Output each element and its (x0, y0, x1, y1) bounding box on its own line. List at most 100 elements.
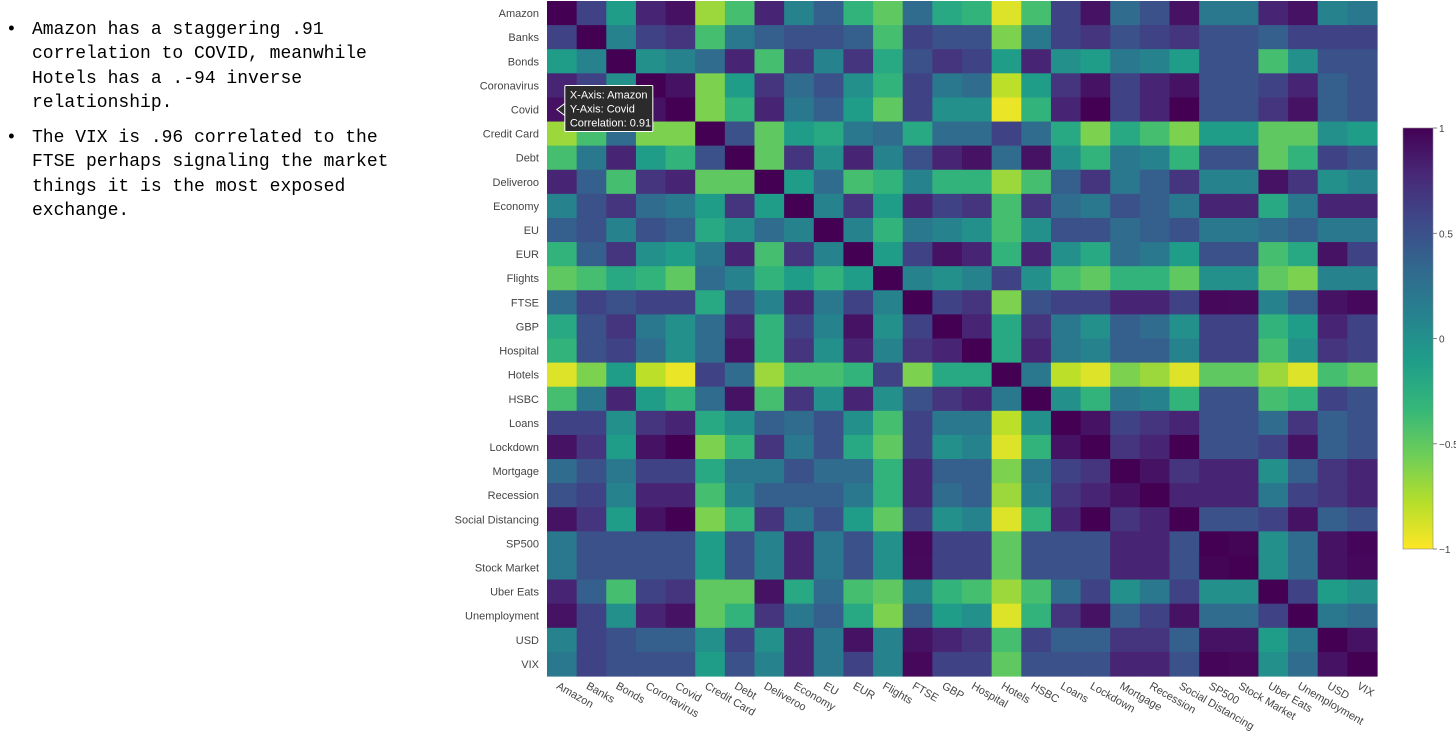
heatmap-cell[interactable] (1347, 290, 1378, 315)
heatmap-cell[interactable] (1080, 555, 1111, 581)
heatmap-cell[interactable] (873, 121, 904, 147)
heatmap-cell[interactable] (724, 507, 756, 532)
heatmap-cell[interactable] (724, 531, 756, 557)
heatmap-cell[interactable] (1169, 242, 1200, 267)
heatmap-cell[interactable] (547, 434, 578, 460)
heatmap-cell[interactable] (576, 193, 607, 219)
heatmap-cell[interactable] (1050, 483, 1082, 508)
heatmap-cell[interactable] (1347, 169, 1378, 195)
heatmap-cell[interactable] (962, 217, 993, 243)
heatmap-cell[interactable] (991, 73, 1022, 99)
heatmap-cell[interactable] (843, 386, 874, 412)
heatmap-cell[interactable] (665, 410, 696, 436)
heatmap-cell[interactable] (635, 193, 667, 219)
heatmap-cell[interactable] (1288, 555, 1319, 581)
heatmap-cell[interactable] (1317, 555, 1348, 581)
heatmap-cell[interactable] (962, 362, 993, 388)
heatmap-cell[interactable] (1021, 603, 1052, 629)
heatmap-cell[interactable] (1288, 121, 1319, 147)
heatmap-cell[interactable] (665, 290, 696, 315)
heatmap-cell[interactable] (1258, 459, 1289, 484)
heatmap-cell[interactable] (1080, 627, 1111, 653)
heatmap-cell[interactable] (695, 73, 726, 99)
heatmap-cell[interactable] (1080, 338, 1111, 364)
heatmap-cell[interactable] (1199, 25, 1230, 50)
heatmap-cell[interactable] (1199, 97, 1230, 123)
heatmap-cell[interactable] (784, 627, 815, 653)
heatmap-cell[interactable] (1347, 217, 1378, 243)
heatmap-cell[interactable] (1021, 362, 1052, 388)
heatmap-cell[interactable] (991, 145, 1022, 171)
heatmap-cell[interactable] (1228, 145, 1260, 171)
heatmap-cell[interactable] (932, 73, 963, 99)
heatmap-cell[interactable] (902, 1, 933, 26)
heatmap-cell[interactable] (932, 290, 963, 315)
heatmap-cell[interactable] (724, 651, 756, 677)
heatmap-cell[interactable] (991, 338, 1022, 364)
heatmap-cell[interactable] (991, 627, 1022, 653)
heatmap-cell[interactable] (724, 217, 756, 243)
heatmap-cell[interactable] (754, 555, 785, 581)
heatmap-cell[interactable] (1050, 217, 1082, 243)
heatmap-cell[interactable] (635, 386, 667, 412)
heatmap-cell[interactable] (606, 507, 637, 532)
heatmap-cell[interactable] (1317, 531, 1348, 557)
heatmap-cell[interactable] (784, 338, 815, 364)
heatmap-cell[interactable] (873, 25, 904, 50)
heatmap-cell[interactable] (724, 603, 756, 629)
heatmap-cell[interactable] (547, 290, 578, 315)
heatmap-cell[interactable] (1080, 483, 1111, 508)
heatmap-cell[interactable] (1139, 531, 1171, 557)
heatmap-cell[interactable] (724, 314, 756, 340)
heatmap-cell[interactable] (991, 49, 1022, 74)
heatmap-cell[interactable] (1317, 242, 1348, 267)
heatmap-cell[interactable] (665, 169, 696, 195)
heatmap-cell[interactable] (1050, 145, 1082, 171)
heatmap-cell[interactable] (1258, 603, 1289, 629)
heatmap-cell[interactable] (754, 121, 785, 147)
heatmap-cell[interactable] (932, 507, 963, 532)
heatmap-cell[interactable] (1139, 290, 1171, 315)
heatmap-cell[interactable] (576, 338, 607, 364)
heatmap-cell[interactable] (695, 555, 726, 581)
heatmap-cell[interactable] (1258, 507, 1289, 532)
heatmap-cell[interactable] (873, 169, 904, 195)
heatmap-cell[interactable] (784, 242, 815, 267)
heatmap-cell[interactable] (1228, 627, 1260, 653)
heatmap-cell[interactable] (606, 49, 637, 74)
heatmap-cell[interactable] (1110, 362, 1141, 388)
heatmap-cell[interactable] (1347, 410, 1378, 436)
heatmap-cell[interactable] (1169, 603, 1200, 629)
heatmap-cell[interactable] (1288, 579, 1319, 605)
heatmap-cell[interactable] (1317, 651, 1348, 677)
heatmap-cell[interactable] (606, 338, 637, 364)
heatmap-cell[interactable] (576, 49, 607, 74)
heatmap-cell[interactable] (1110, 459, 1141, 484)
heatmap-cell[interactable] (784, 266, 815, 291)
heatmap-cell[interactable] (1080, 410, 1111, 436)
heatmap-cell[interactable] (843, 483, 874, 508)
heatmap-cell[interactable] (1199, 145, 1230, 171)
heatmap-cell[interactable] (576, 531, 607, 557)
heatmap-cell[interactable] (1228, 579, 1260, 605)
heatmap-cell[interactable] (813, 410, 845, 436)
heatmap-cell[interactable] (606, 603, 637, 629)
heatmap-cell[interactable] (1258, 531, 1289, 557)
heatmap-cell[interactable] (724, 386, 756, 412)
heatmap-cell[interactable] (724, 169, 756, 195)
heatmap-cell[interactable] (902, 25, 933, 50)
heatmap-cell[interactable] (784, 145, 815, 171)
heatmap-cell[interactable] (873, 483, 904, 508)
heatmap-cell[interactable] (1021, 410, 1052, 436)
heatmap-cell[interactable] (1110, 97, 1141, 123)
heatmap-cell[interactable] (902, 169, 933, 195)
heatmap-cell[interactable] (1139, 338, 1171, 364)
heatmap-cell[interactable] (991, 555, 1022, 581)
heatmap-cell[interactable] (813, 531, 845, 557)
heatmap-cell[interactable] (665, 73, 696, 99)
heatmap-cell[interactable] (576, 1, 607, 26)
heatmap-cell[interactable] (1347, 651, 1378, 677)
heatmap-cell[interactable] (902, 193, 933, 219)
heatmap-cell[interactable] (606, 193, 637, 219)
heatmap-cell[interactable] (754, 266, 785, 291)
